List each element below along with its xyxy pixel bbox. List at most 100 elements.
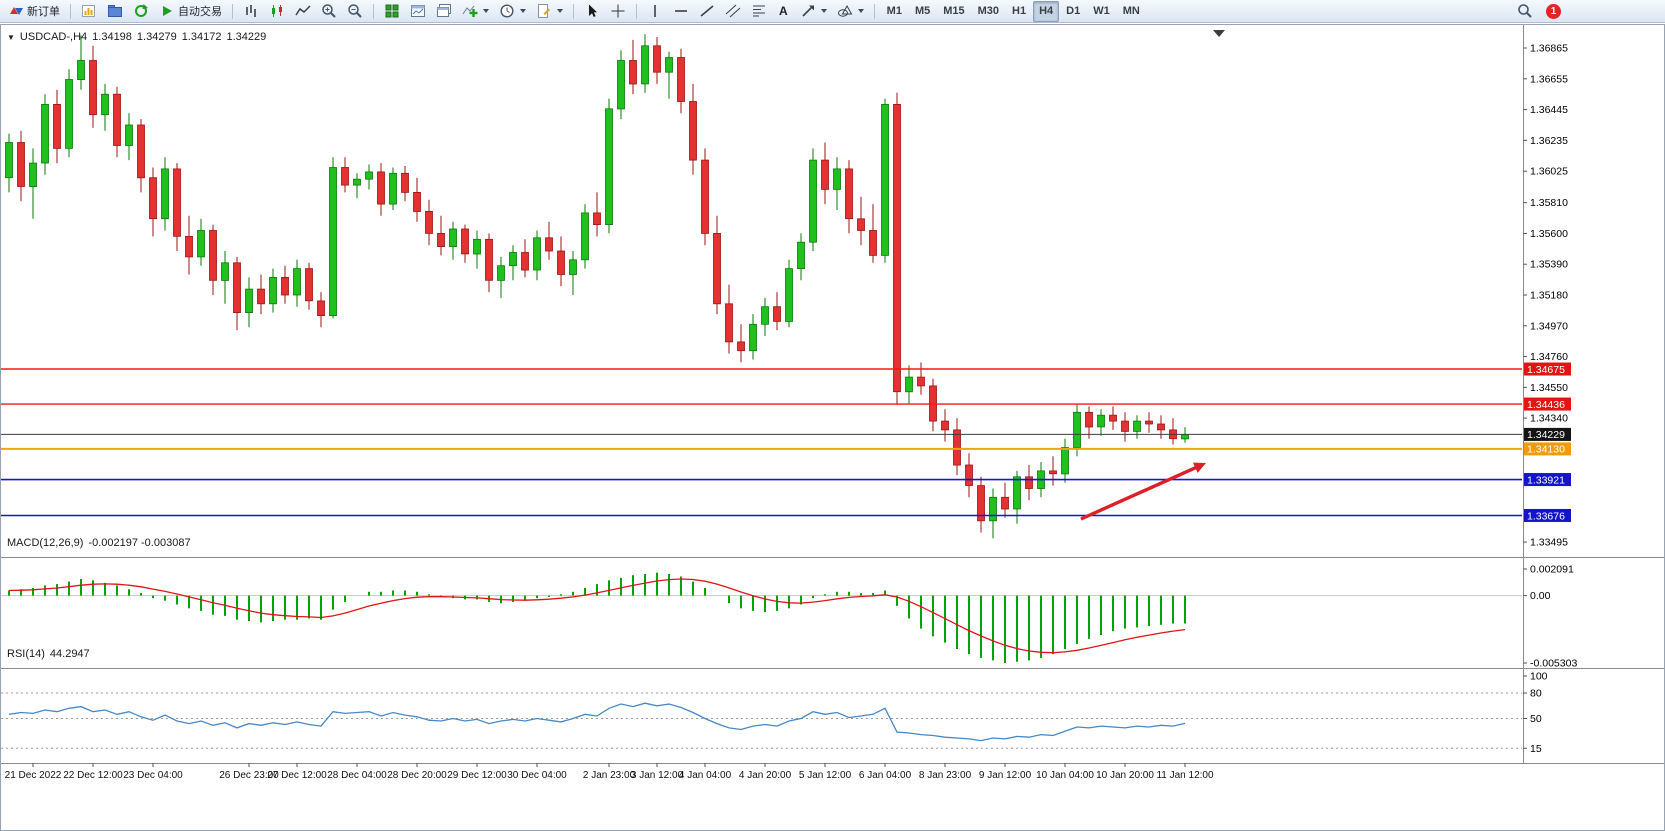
macd-signal-line (8, 578, 1186, 654)
price-axis-badge: 1.33921 (1524, 473, 1571, 486)
vertical-line-tool-button[interactable] (643, 1, 667, 22)
toolbar-right-group: 1 (1513, 1, 1561, 22)
svg-text:5 Jan 12:00: 5 Jan 12:00 (799, 770, 852, 781)
price-axis[interactable]: 1.36865 1.36655 1.36445 1.36235 1.36025 1.358… (1523, 43, 1568, 549)
svg-text:1.36865: 1.36865 (1530, 43, 1568, 55)
tile-windows-button[interactable] (380, 1, 404, 22)
timeframe-button-m15[interactable]: M15 (943, 5, 965, 17)
svg-text:26 Dec 23:00: 26 Dec 23:00 (219, 770, 279, 781)
timeframe-button-w1[interactable]: W1 (1093, 5, 1110, 17)
zoom-in-button[interactable] (317, 1, 341, 22)
cursor-tool-button[interactable] (580, 1, 604, 22)
profiles-icon (108, 5, 122, 17)
svg-text:4 Jan 04:00: 4 Jan 04:00 (679, 770, 732, 781)
channel-tool-button[interactable] (721, 1, 745, 22)
time-axis[interactable]: 21 Dec 2022 22 Dec 12:00 23 Dec 04:00 26 De… (5, 763, 1214, 781)
bar-chart-icon (246, 5, 256, 17)
indicators-icon (462, 5, 478, 17)
arrange-windows-button[interactable] (406, 1, 430, 22)
svg-text:15: 15 (1530, 743, 1542, 755)
svg-text:1.34970: 1.34970 (1530, 320, 1568, 332)
dropdown-caret-icon (857, 9, 864, 13)
svg-text:11 Jan 12:00: 11 Jan 12:00 (1156, 770, 1214, 781)
new-order-icon (10, 7, 23, 15)
line-chart-mode-button[interactable] (291, 1, 315, 22)
bar-chart-mode-button[interactable] (239, 1, 263, 22)
zoom-out-button[interactable] (343, 1, 367, 22)
svg-text:1.34229: 1.34229 (1527, 429, 1565, 441)
timeframe-button-h1[interactable]: H1 (1012, 5, 1027, 17)
price-axis-badge: 1.34436 (1524, 397, 1571, 411)
timeframe-button-m30[interactable]: M30 (977, 5, 1000, 17)
svg-text:8 Jan 23:00: 8 Jan 23:00 (919, 770, 972, 781)
candlestick-series (5, 34, 1189, 539)
cascade-windows-button[interactable] (432, 1, 456, 22)
dropdown-caret-icon (820, 9, 827, 13)
periods-button[interactable] (495, 1, 530, 22)
candlestick-icon (272, 5, 282, 17)
trend-arrow[interactable] (1080, 464, 1200, 521)
svg-text:1.34550: 1.34550 (1530, 382, 1568, 394)
text-tool-icon: A (779, 4, 788, 18)
shapes-tool-button[interactable] (833, 1, 868, 22)
svg-text:29 Dec 12:00: 29 Dec 12:00 (447, 770, 507, 781)
new-order-button[interactable]: 新订单 (4, 1, 64, 22)
svg-text:22 Dec 12:00: 22 Dec 12:00 (63, 770, 123, 781)
templates-button[interactable] (532, 1, 567, 22)
svg-text:1.34675: 1.34675 (1527, 364, 1565, 376)
svg-text:0.002091: 0.002091 (1530, 564, 1574, 576)
timeframe-button-h4[interactable]: H4 (1033, 0, 1060, 22)
auto-trading-button[interactable]: 自动交易 (155, 1, 226, 22)
chart-canvas[interactable]: 1.36865 1.36655 1.36445 1.36235 1.36025 1.358… (1, 25, 1664, 830)
svg-text:1.33921: 1.33921 (1527, 474, 1565, 486)
new-chart-icon (82, 5, 95, 17)
timeframe-button-d1[interactable]: D1 (1066, 5, 1081, 17)
chart-window: 1.36865 1.36655 1.36445 1.36235 1.36025 1.358… (0, 24, 1665, 831)
svg-text:4 Jan 20:00: 4 Jan 20:00 (739, 770, 792, 781)
new-chart-button[interactable] (77, 1, 101, 22)
text-tool-button[interactable]: A (773, 1, 794, 22)
search-button[interactable] (1513, 1, 1537, 22)
svg-text:9 Jan 12:00: 9 Jan 12:00 (979, 770, 1032, 781)
main-toolbar: 新订单 自动交易 (0, 0, 1665, 23)
toolbar-separator (373, 3, 374, 19)
cursor-icon (589, 4, 597, 17)
svg-text:1.36235: 1.36235 (1530, 135, 1568, 147)
toolbar-separator (232, 3, 233, 19)
svg-text:1.33495: 1.33495 (1530, 537, 1568, 549)
svg-text:1.36655: 1.36655 (1530, 73, 1568, 85)
fibonacci-tool-button[interactable] (747, 1, 771, 22)
svg-text:23 Dec 04:00: 23 Dec 04:00 (123, 770, 183, 781)
svg-text:28 Dec 04:00: 28 Dec 04:00 (327, 770, 387, 781)
crosshair-tool-button[interactable] (606, 1, 630, 22)
timeframe-button-m5[interactable]: M5 (914, 5, 931, 17)
trendline-icon (700, 5, 714, 17)
dropdown-caret-icon (520, 9, 526, 13)
indicators-button[interactable] (458, 1, 493, 22)
auto-trading-label: 自动交易 (178, 6, 222, 18)
timeframe-button-m1[interactable]: M1 (886, 5, 902, 17)
candlestick-mode-button[interactable] (265, 1, 289, 22)
trendline-tool-button[interactable] (695, 1, 719, 22)
svg-text:0.00: 0.00 (1530, 590, 1551, 602)
svg-text:28 Dec 20:00: 28 Dec 20:00 (387, 770, 447, 781)
new-order-label: 新订单 (27, 6, 60, 18)
dropdown-caret-icon (483, 9, 489, 13)
svg-text:-0.005303: -0.005303 (1530, 658, 1577, 670)
profiles-button[interactable] (103, 1, 127, 22)
zoom-out-icon (348, 4, 362, 18)
chart-shift-marker[interactable] (1213, 30, 1225, 37)
svg-text:1.35180: 1.35180 (1530, 290, 1568, 302)
arrange-windows-icon (411, 5, 425, 17)
refresh-button[interactable] (129, 1, 153, 22)
notification-badge[interactable]: 1 (1546, 3, 1561, 19)
horizontal-line-tool-button[interactable] (669, 1, 693, 22)
svg-text:21 Dec 2022: 21 Dec 2022 (5, 770, 62, 781)
price-axis-badge: 1.34675 (1524, 362, 1571, 376)
svg-text:1.34130: 1.34130 (1527, 444, 1565, 456)
toolbar-separator (573, 3, 574, 19)
timeframe-button-mn[interactable]: MN (1122, 5, 1140, 17)
template-icon (538, 4, 550, 18)
fibonacci-icon (753, 5, 765, 17)
arrow-tool-button[interactable] (796, 1, 831, 22)
